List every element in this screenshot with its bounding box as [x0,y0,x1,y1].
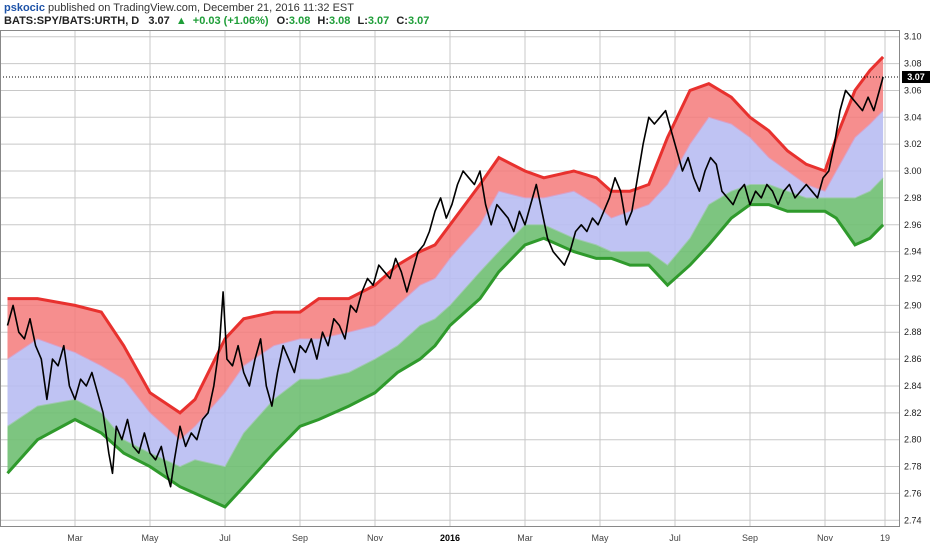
y-tick-label: 3.08 [904,59,922,69]
x-tick-label: Mar [67,533,83,543]
last-price: 3.07 [148,15,169,27]
y-tick-label: 2.80 [904,435,922,445]
symbol-line: BATS:SPY/BATS:URTH, D 3.07 ▲ +0.03 (+1.0… [4,15,429,27]
low-value: 3.07 [368,15,389,27]
y-tick-label: 2.88 [904,327,922,337]
x-tick-label: May [591,533,609,543]
middle-upper-line [7,110,884,441]
x-tick-label: Sep [742,533,758,543]
x-tick-label: May [141,533,159,543]
y-tick-label: 2.82 [904,408,922,418]
high-value: 3.08 [329,15,350,27]
axes: 2.74 2.76 2.78 2.80 2.82 2.84 2.86 2.88 2.90 2.92… [0,30,930,543]
y-tick-label: 2.92 [904,274,922,284]
open-value: 3.08 [289,15,310,27]
low-label: L: [357,15,367,27]
x-tick-label: 19 [880,533,890,543]
y-tick-label: 3.00 [904,166,922,176]
y-tick-label: 2.84 [904,381,922,391]
price-series [6,76,884,488]
y-tick-label: 3.10 [904,32,922,42]
y-tick-label: 2.78 [904,462,922,472]
price-line [6,76,884,488]
change-value: +0.03 (+1.06%) [193,15,269,27]
y-tick-label: 2.74 [904,515,922,525]
high-label: H: [317,15,329,27]
y-tick-label: 3.04 [904,112,922,122]
y-tick-label: 2.94 [904,247,922,257]
lower-band-line [6,203,885,509]
x-tick-label: Sep [292,533,308,543]
y-tick-label: 2.76 [904,488,922,498]
y-tick-label: 2.86 [904,354,922,364]
x-tick-label: 2016 [440,533,460,543]
published-line: pskocic published on TradingView.com, De… [4,2,354,14]
last-price-badge [902,71,930,84]
y-tick-label: 2.96 [904,220,922,230]
x-tick-label: Mar [517,533,533,543]
x-tick-label: Nov [817,533,834,543]
y-tick-label: 2.98 [904,193,922,203]
open-label: O: [277,15,289,27]
username-link[interactable]: pskocic [4,2,45,14]
middle-lower-line [7,177,884,468]
close-label: C: [396,15,408,27]
y-tick-label: 3.02 [904,139,922,149]
header: pskocic published on TradingView.com, De… [4,2,429,27]
last-price-badge-label: 3.07 [907,72,925,82]
upper-band-line [7,55,885,415]
x-tick-label: Jul [219,533,231,543]
y-tick-label: 3.06 [904,85,922,95]
symbol-label: BATS:SPY/BATS:URTH, D [4,15,139,27]
x-tick-label: Jul [669,533,681,543]
middle-band-fill [7,110,884,467]
published-text: published on TradingView.com, December 2… [45,2,354,14]
plot-frame [0,30,900,527]
close-value: 3.07 [408,15,429,27]
y-tick-label: 2.90 [904,300,922,310]
up-arrow-icon: ▲ [176,15,187,27]
x-tick-label: Nov [367,533,384,543]
